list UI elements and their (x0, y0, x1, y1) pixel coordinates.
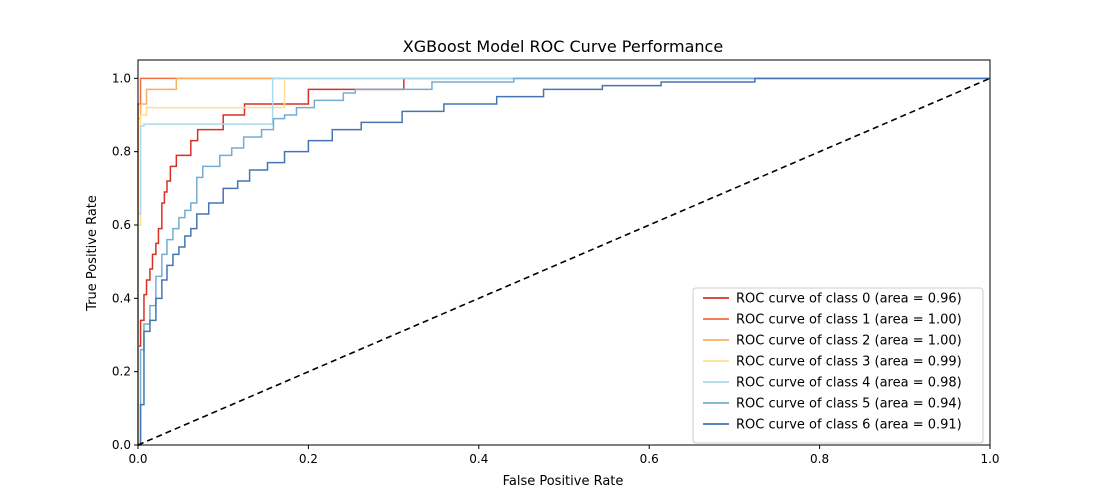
series-line-class-5 (138, 77, 990, 446)
legend-box (692, 287, 984, 444)
y-tick-label: 0.6 (112, 218, 131, 232)
chart-title: XGBoost Model ROC Curve Performance (403, 37, 723, 56)
axes-frame (137, 59, 991, 446)
legend-entry: ROC curve of class 5 (area = 0.94) (736, 397, 962, 412)
y-tick-label: 1.0 (112, 71, 131, 85)
series-line-class-4 (137, 77, 990, 445)
legend-entry: ROC curve of class 0 (area = 0.96) (736, 292, 962, 307)
y-axis-label: True Positive Rate (85, 195, 100, 312)
series-line-class-6 (138, 77, 990, 446)
x-tick-label: 0.0 (128, 452, 147, 466)
legend-entry: ROC curve of class 6 (area = 0.91) (736, 418, 962, 433)
chance-diagonal-line (137, 77, 991, 446)
x-tick-label: 1.0 (980, 452, 999, 466)
axis-ticks: 0.0 0.2 0.4 0.6 0.8 1.0 0.0 0.2 0.4 0.6 0.8 1.0 (112, 71, 1000, 466)
series-line-class-3 (137, 77, 990, 445)
legend-entry: ROC curve of class 2 (area = 1.00) (736, 334, 962, 349)
x-tick-label: 0.8 (810, 452, 829, 466)
y-tick-label: 0.4 (112, 291, 131, 305)
plot-area (137, 59, 991, 446)
legend-entry: ROC curve of class 1 (area = 1.00) (736, 313, 962, 328)
legend-entry: ROC curve of class 4 (area = 0.98) (736, 376, 962, 391)
x-tick-label: 0.6 (640, 452, 659, 466)
legend-entry: ROC curve of class 3 (area = 0.99) (736, 355, 962, 370)
y-tick-label: 0.0 (112, 438, 131, 452)
x-tick-label: 0.2 (299, 452, 318, 466)
y-tick-label: 0.8 (112, 145, 131, 159)
series-line-class-0 (137, 77, 990, 445)
x-tick-label: 0.4 (469, 452, 488, 466)
y-tick-label: 0.2 (112, 365, 131, 379)
x-axis-label: False Positive Rate (503, 474, 624, 489)
legend: ROC curve of class 0 (area = 0.96) ROC cu… (692, 287, 984, 444)
series-line-class-2 (137, 77, 990, 445)
